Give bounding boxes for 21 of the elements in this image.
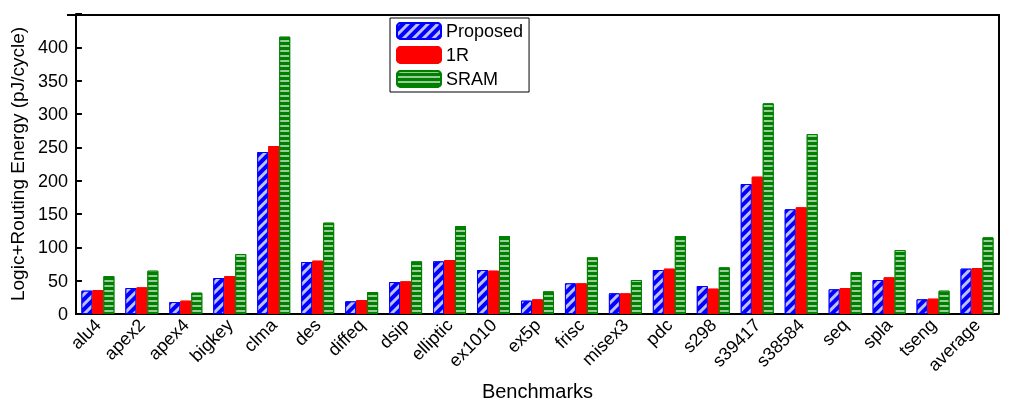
legend-label: 1R bbox=[446, 45, 470, 65]
y-tick-label: 400 bbox=[37, 37, 68, 58]
x-tick-label: dsip bbox=[375, 314, 413, 353]
x-tick-label: seq bbox=[817, 314, 853, 350]
x-axis-title: Benchmarks bbox=[481, 380, 594, 403]
y-tick-label: 350 bbox=[37, 70, 68, 91]
y-tick-label: 150 bbox=[37, 204, 68, 224]
y-tick-label: 0 bbox=[57, 304, 68, 324]
x-tick-label: pdc bbox=[641, 314, 677, 350]
y-axis-title: Logic+Routing Energy (pJ/cycle) bbox=[7, 26, 28, 302]
legend-label: SRAM bbox=[446, 69, 499, 89]
y-tick-label: 300 bbox=[37, 104, 68, 124]
x-tick-label: clma bbox=[239, 314, 281, 356]
x-tick-label: des bbox=[290, 314, 325, 350]
x-tick-label: spla bbox=[858, 314, 897, 353]
x-tick-label: frisc bbox=[551, 314, 589, 353]
y-tick-label: 100 bbox=[37, 237, 68, 258]
y-tick-label: 200 bbox=[37, 170, 68, 191]
legend-label: Proposed bbox=[446, 21, 524, 41]
y-tick-label: 250 bbox=[37, 137, 68, 158]
y-tick-label: 50 bbox=[47, 270, 68, 291]
